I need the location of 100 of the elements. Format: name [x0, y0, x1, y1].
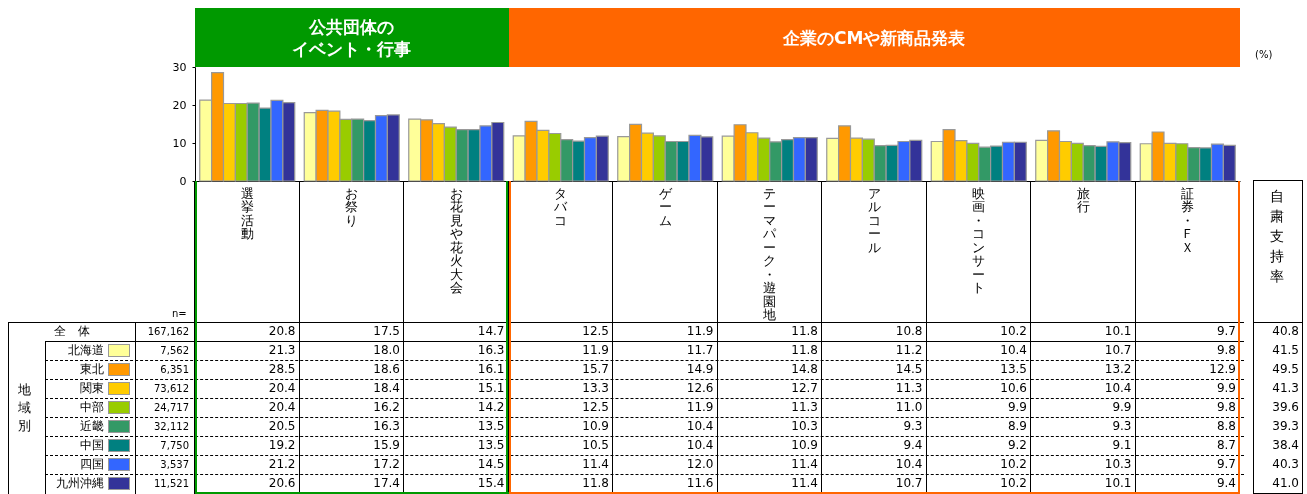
data-label: 12.0	[685, 457, 715, 472]
x-tick-label: お祭り	[345, 185, 359, 228]
data-label: 20.5	[267, 419, 297, 434]
data-label: 12.9	[1208, 362, 1237, 377]
text: 10.1	[1103, 323, 1133, 340]
data-label: 12.6	[685, 381, 715, 396]
data-label: 16.3	[372, 419, 401, 434]
data-label: 12.5	[581, 400, 610, 415]
text: 全 体	[52, 323, 91, 340]
text: 39.6	[1271, 400, 1300, 415]
x-tick-label: 映画・コンサート	[972, 185, 986, 295]
data-label: 11.4	[790, 476, 819, 491]
data-label: 10.6	[999, 381, 1028, 396]
legend-label: 北海道	[67, 343, 104, 358]
data-label: 9.9	[1006, 400, 1028, 415]
text: 10.8	[894, 323, 924, 340]
data-label: 9.4	[1215, 476, 1237, 491]
data-label: 10.9	[790, 438, 819, 453]
text: 11.8	[790, 323, 819, 340]
data-label: 13.5	[476, 419, 506, 434]
text: 39.3	[1271, 419, 1300, 434]
data-label: 8.7	[1215, 438, 1237, 453]
text: (%)	[1255, 48, 1273, 62]
text: 9.7	[1215, 323, 1237, 340]
data-label: 16.1	[476, 362, 506, 377]
text: 32,112	[153, 420, 190, 434]
data-label: 13.5	[999, 362, 1028, 377]
data-label: 28.5	[267, 362, 297, 377]
data-label: 10.7	[1103, 343, 1133, 358]
text: 24,717	[153, 401, 190, 415]
data-label: 11.3	[894, 381, 924, 396]
data-label: 10.5	[581, 438, 610, 453]
text: 11,521	[153, 477, 190, 491]
data-label: 10.4	[894, 457, 924, 472]
data-label: 10.3	[790, 419, 819, 434]
x-tick-label: タバコ	[553, 185, 569, 228]
data-label: 18.0	[372, 343, 401, 358]
data-label: 15.7	[581, 362, 610, 377]
data-label: 13.3	[581, 381, 610, 396]
text: 40.8	[1271, 323, 1300, 340]
data-label: 12.7	[790, 381, 819, 396]
data-label: 10.4	[685, 419, 715, 434]
text: 40.3	[1271, 457, 1300, 472]
data-label: 14.2	[476, 400, 506, 415]
text: 10.2	[999, 323, 1028, 340]
text: 41.5	[1271, 343, 1300, 358]
text: n=	[172, 307, 187, 321]
data-label: 10.7	[894, 476, 924, 491]
text: 企業のCMや新商品発表	[783, 26, 966, 49]
data-label: 9.8	[1215, 400, 1237, 415]
data-label: 11.6	[685, 476, 715, 491]
x-tick-label: 証券・ＦＸ	[1181, 185, 1195, 255]
data-label: 21.2	[267, 457, 297, 472]
data-label: 11.9	[581, 343, 610, 358]
data-label: 10.3	[1103, 457, 1133, 472]
data-label: 18.6	[372, 362, 401, 377]
x-tick-label: 旅行	[1076, 185, 1090, 214]
data-label: 20.4	[267, 381, 297, 396]
data-label: 11.3	[790, 400, 819, 415]
data-label: 14.5	[894, 362, 924, 377]
data-label: 11.4	[790, 457, 819, 472]
text: 7,562	[159, 344, 190, 358]
data-label: 20.6	[267, 476, 297, 491]
data-label: 15.9	[372, 438, 401, 453]
text: 41.0	[1271, 476, 1300, 491]
legend-label: 東北	[79, 362, 104, 377]
data-label: 8.8	[1215, 419, 1237, 434]
data-label: 10.4	[999, 343, 1028, 358]
data-label: 11.8	[581, 476, 610, 491]
data-label: 9.8	[1215, 343, 1237, 358]
x-tick-label: お花見や花火大会	[449, 185, 463, 295]
text: 11.9	[685, 323, 715, 340]
x-tick-label: ゲーム	[658, 185, 673, 228]
x-tick-label: 選挙活動	[240, 185, 254, 241]
data-label: 11.9	[685, 400, 715, 415]
data-label: 14.9	[685, 362, 715, 377]
legend-label: 四国	[79, 457, 104, 472]
data-label: 10.4	[685, 438, 715, 453]
data-label: 18.4	[372, 381, 401, 396]
data-label: 21.3	[267, 343, 297, 358]
data-label: 8.9	[1006, 419, 1028, 434]
data-label: 9.7	[1215, 457, 1237, 472]
text: 49.5	[1271, 362, 1300, 377]
text: 167,162	[146, 325, 190, 339]
legend-label: 関東	[79, 381, 104, 396]
data-label: 9.3	[1111, 419, 1133, 434]
data-label: 10.2	[999, 457, 1028, 472]
data-label: 9.1	[1111, 438, 1133, 453]
data-label: 17.2	[372, 457, 401, 472]
data-label: 9.9	[1215, 381, 1237, 396]
data-label: 10.4	[1103, 381, 1133, 396]
text: 38.4	[1271, 438, 1300, 453]
legend-label: 九州沖縄	[55, 476, 104, 491]
y-tick-label: 20	[172, 98, 187, 112]
y-tick-label: 30	[172, 60, 187, 74]
y-tick-label: 0	[179, 174, 187, 188]
data-label: 10.9	[581, 419, 610, 434]
x-tick-label: アルコール	[867, 185, 881, 255]
data-label: 11.2	[894, 343, 924, 358]
text: 7,750	[159, 439, 190, 453]
